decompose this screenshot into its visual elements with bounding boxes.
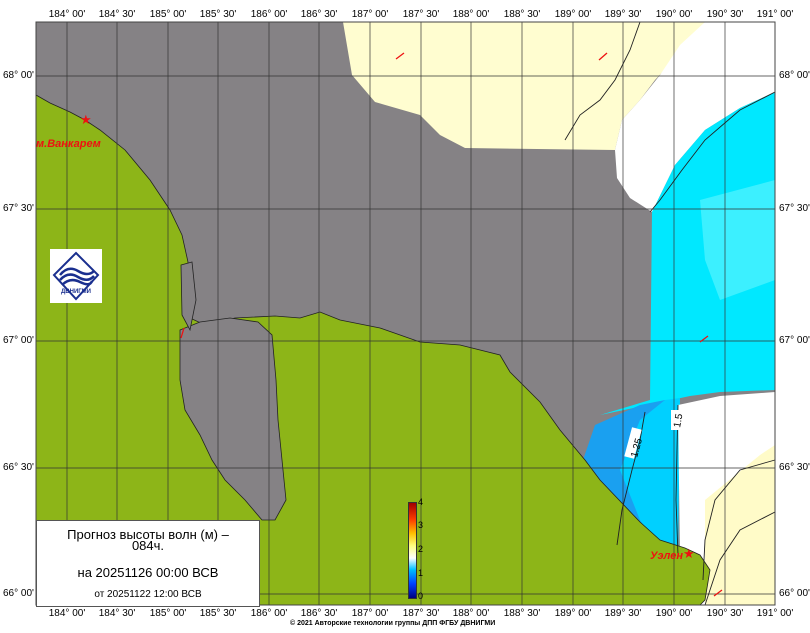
colorbar-tick: 0 (418, 591, 424, 601)
valid-time: на 20251126 00:00 ВСВ (77, 565, 219, 580)
logo-text: ДВНИГМИ (61, 289, 91, 295)
lon-label: 190° 30' (706, 9, 744, 20)
lon-label: 186° 00' (250, 9, 288, 20)
copyright: © 2021 Авторские технологии группы ДПП Ф… (290, 620, 496, 627)
lon-label: 187° 00' (351, 9, 389, 20)
lat-label: 68° 00' (3, 70, 34, 81)
lon-label: 189° 30' (604, 608, 642, 619)
logo: ДВНИГМИ (50, 249, 102, 303)
place-vankarem: м.Ванкарем (36, 138, 101, 150)
land-area (35, 94, 711, 606)
wave-direction-arrows (180, 52, 723, 597)
colorbar-tick: 2 (418, 544, 424, 554)
lon-label: 188° 30' (503, 608, 541, 619)
lon-label: 184° 30' (98, 608, 136, 619)
lat-label: 66° 00' (3, 588, 34, 599)
lon-label: 190° 30' (706, 608, 744, 619)
issued-time: от 20251122 12:00 ВСВ (94, 589, 202, 600)
station-star-icon: ★ (683, 546, 695, 561)
colorbar (408, 502, 417, 599)
lagoon-spit (180, 261, 197, 332)
lon-label: 185° 00' (149, 9, 187, 20)
contour-label-box (624, 427, 642, 459)
lon-label: 189° 00' (554, 9, 592, 20)
colorbar-tick: 4 (418, 497, 424, 507)
lat-label: 66° 30' (779, 462, 810, 473)
lon-label: 185° 30' (199, 608, 237, 619)
forecast-info-box: Прогноз высоты волн (м) –084ч. на 202511… (36, 520, 260, 607)
frame (35, 21, 776, 606)
lat-label: 66° 00' (779, 588, 810, 599)
graticule (36, 22, 775, 605)
lon-label: 184° 30' (98, 9, 136, 20)
cyan-sea-area (600, 92, 775, 415)
lon-label: 184° 00' (48, 608, 86, 619)
forecast-lead-time: 084ч. (131, 538, 165, 553)
yellow-strait-area (705, 445, 775, 605)
lon-label: 186° 30' (300, 9, 338, 20)
lon-label: 188° 30' (503, 9, 541, 20)
lon-label: 184° 00' (48, 9, 86, 20)
lon-label: 186° 00' (250, 608, 288, 619)
lat-label: 66° 30' (3, 462, 34, 473)
colorbar-tick: 3 (418, 520, 424, 530)
dvnigmi-logo-icon (52, 251, 100, 301)
lon-label: 191° 00' (756, 608, 794, 619)
lon-label: 191° 00' (756, 9, 794, 20)
contour-label-1-25: 1.25 (629, 437, 645, 459)
lon-label: 189° 00' (554, 608, 592, 619)
lon-label: 188° 00' (452, 9, 490, 20)
lon-label: 187° 30' (402, 9, 440, 20)
lat-label: 67° 00' (779, 335, 810, 346)
lon-label: 187° 30' (402, 608, 440, 619)
contour-label-1-5: 1.5 (672, 412, 685, 428)
lon-label: 190° 00' (655, 9, 693, 20)
lon-label: 187° 00' (351, 608, 389, 619)
forecast-title-line: Прогноз высоты волн (м) – (67, 527, 229, 542)
lon-label: 185° 30' (199, 9, 237, 20)
lat-label: 67° 30' (779, 203, 810, 214)
colorbar-tick: 1 (418, 568, 424, 578)
lat-label: 67° 00' (3, 335, 34, 346)
lon-label: 185° 00' (149, 608, 187, 619)
lat-label: 68° 00' (779, 70, 810, 81)
station-star-icon: ★ (80, 112, 92, 127)
calm-sea-area (343, 22, 705, 150)
place-uelen: Уэлен (650, 550, 683, 562)
lat-label: 67° 30' (3, 203, 34, 214)
lon-label: 188° 00' (452, 608, 490, 619)
lon-label: 186° 30' (300, 608, 338, 619)
light-cyan-band (700, 180, 775, 300)
lon-label: 190° 00' (655, 608, 693, 619)
forecast-title: Прогноз высоты волн (м) –084ч. (37, 527, 259, 553)
lagoon (179, 317, 287, 521)
lon-label: 189° 30' (604, 9, 642, 20)
white-sea-area (615, 22, 775, 212)
contour-label-box (671, 410, 681, 430)
